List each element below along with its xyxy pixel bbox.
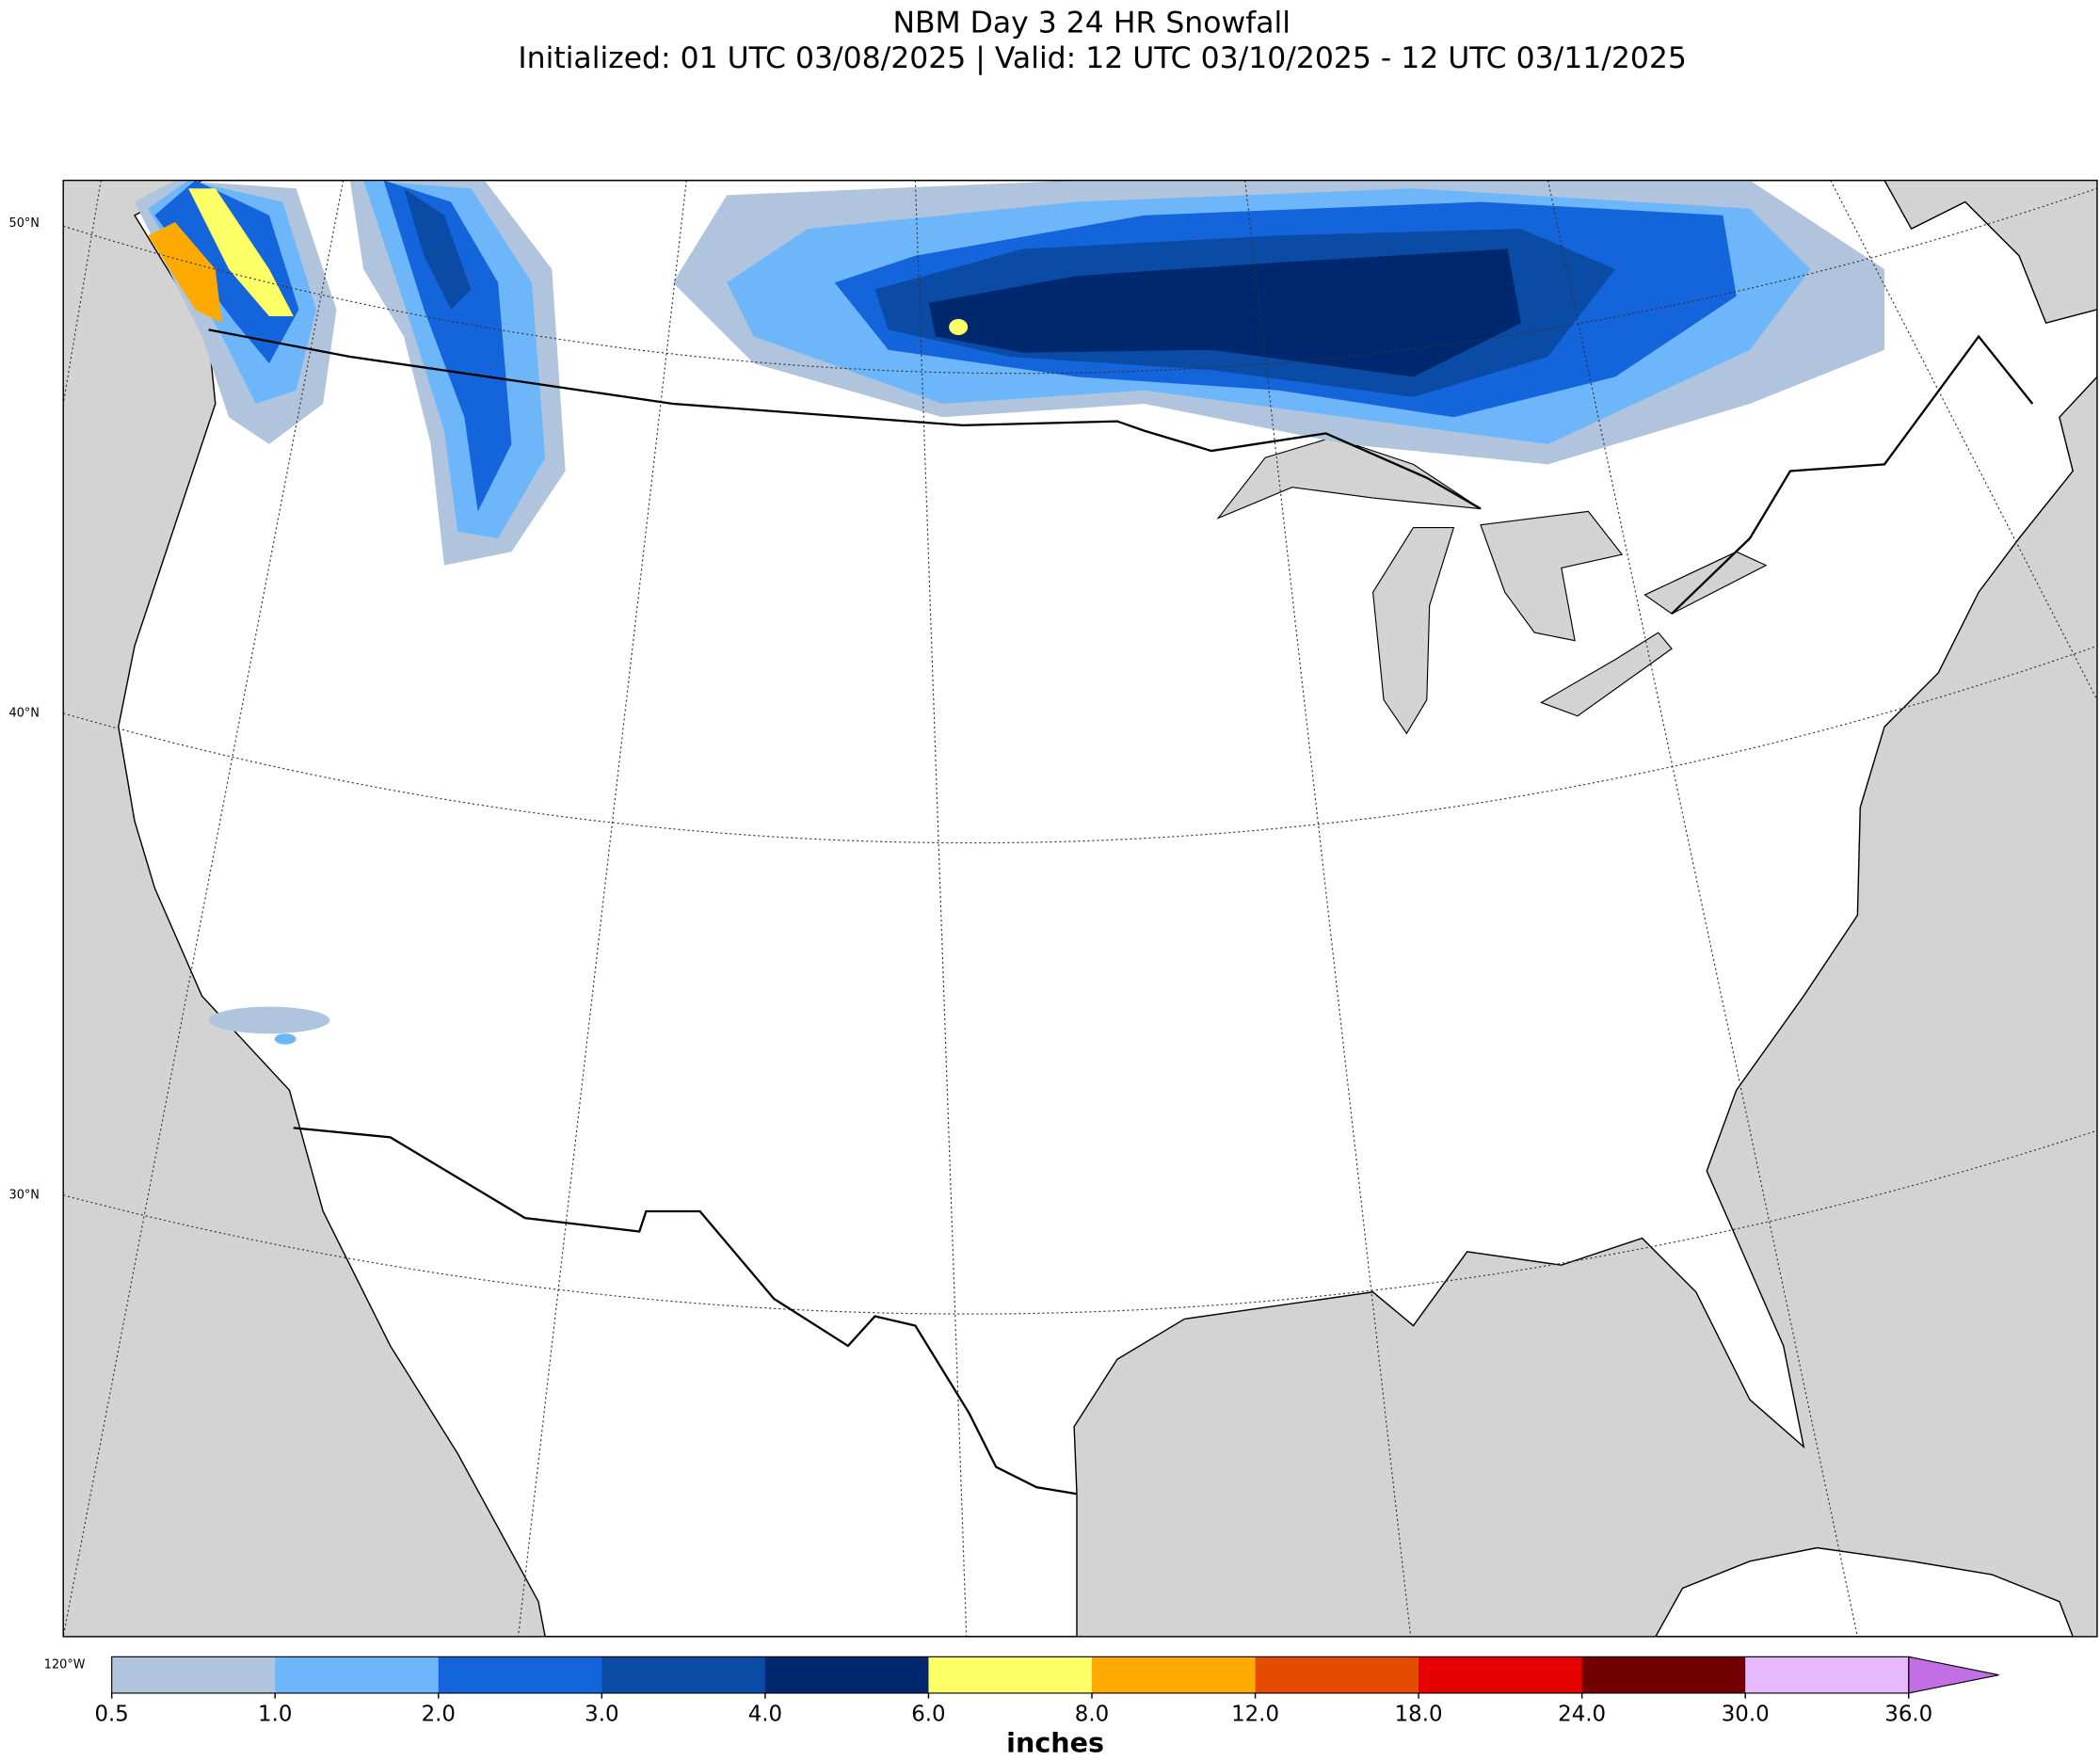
colorbar-segment — [764, 1656, 930, 1693]
meridian — [1830, 180, 2097, 700]
colorbar-tick-label: 2.0 — [422, 1702, 456, 1726]
figure: NBM Day 3 24 HR Snowfall Initialized: 01… — [9, 7, 2098, 1758]
meridian — [1547, 180, 1858, 1637]
lake-erie — [1540, 632, 1673, 717]
colorbar-tick-label: 1.0 — [258, 1702, 292, 1726]
snow-area — [383, 180, 512, 512]
colorbar-tick-label: 4.0 — [748, 1702, 782, 1726]
colorbar-tick-label: 24.0 — [1558, 1702, 1606, 1726]
parallel — [63, 187, 2097, 375]
title: NBM Day 3 24 HR Snowfall — [892, 7, 1290, 40]
colorbar-segment — [601, 1656, 766, 1693]
lat-label: 40°N — [9, 706, 40, 720]
colorbar-segment — [1091, 1656, 1257, 1693]
snow-area — [208, 1006, 330, 1034]
colorbar-tick-label: 8.0 — [1075, 1702, 1109, 1726]
colorbar-tick-label: 30.0 — [1722, 1702, 1770, 1726]
meridian — [1244, 180, 1412, 1637]
colorbar-label: inches — [1006, 1726, 1104, 1758]
colorbar-tick-label: 6.0 — [911, 1702, 945, 1726]
lake-ontario — [1643, 551, 1768, 615]
colorbar-segment — [1745, 1656, 1910, 1693]
parallel — [63, 645, 2097, 844]
snow-area — [404, 188, 472, 310]
meridian — [517, 180, 687, 1637]
colorbar-segment — [928, 1656, 1093, 1693]
snowfall — [135, 180, 1885, 1045]
map-frame — [62, 179, 2098, 1638]
colorbar-tick-label: 18.0 — [1395, 1702, 1443, 1726]
us-canada-border — [208, 328, 2034, 615]
colorbar-segment — [1255, 1656, 1419, 1693]
colorbar-segment — [1581, 1656, 1746, 1693]
snow-area — [928, 248, 1521, 377]
colorbar-tick-label: 12.0 — [1231, 1702, 1279, 1726]
colorbar-segment — [1419, 1656, 1583, 1693]
colorbar-tick-label: 3.0 — [585, 1702, 618, 1726]
lake-michigan — [1372, 526, 1455, 735]
lake-superior — [1216, 437, 1482, 520]
lake-huron — [1480, 510, 1624, 642]
cuba — [1655, 1546, 2074, 1637]
colorbar-tick-label: 0.5 — [94, 1702, 128, 1726]
colorbar-extend — [1908, 1656, 1999, 1694]
snow-area — [274, 1033, 297, 1045]
colorbar-segment — [438, 1656, 603, 1693]
lon-label: 120°W — [44, 1657, 86, 1672]
snow-area — [148, 221, 222, 324]
meridian — [63, 180, 102, 405]
lat-label: 50°N — [9, 216, 40, 231]
snow-area — [188, 188, 294, 317]
colorbar-frame — [111, 1656, 1910, 1694]
colorbar-segment — [275, 1656, 440, 1693]
parallel — [63, 1129, 2097, 1315]
map — [63, 180, 2097, 1637]
colorbar: 0.5 1.0 2.0 3.0 4.0 6.0 8.0 12.0 18.0 24.0 30.0 36.… — [94, 1656, 1999, 1726]
snow-area — [949, 318, 969, 336]
subtitle: Initialized: 01 UTC 03/08/2025 | Valid: … — [518, 41, 1687, 75]
meridian — [63, 180, 345, 1637]
colorbar-tick-label: 36.0 — [1884, 1702, 1932, 1726]
colorbar-segment — [111, 1656, 276, 1693]
us-mexico-border — [293, 1127, 1078, 1496]
lat-label: 30°N — [9, 1188, 40, 1202]
